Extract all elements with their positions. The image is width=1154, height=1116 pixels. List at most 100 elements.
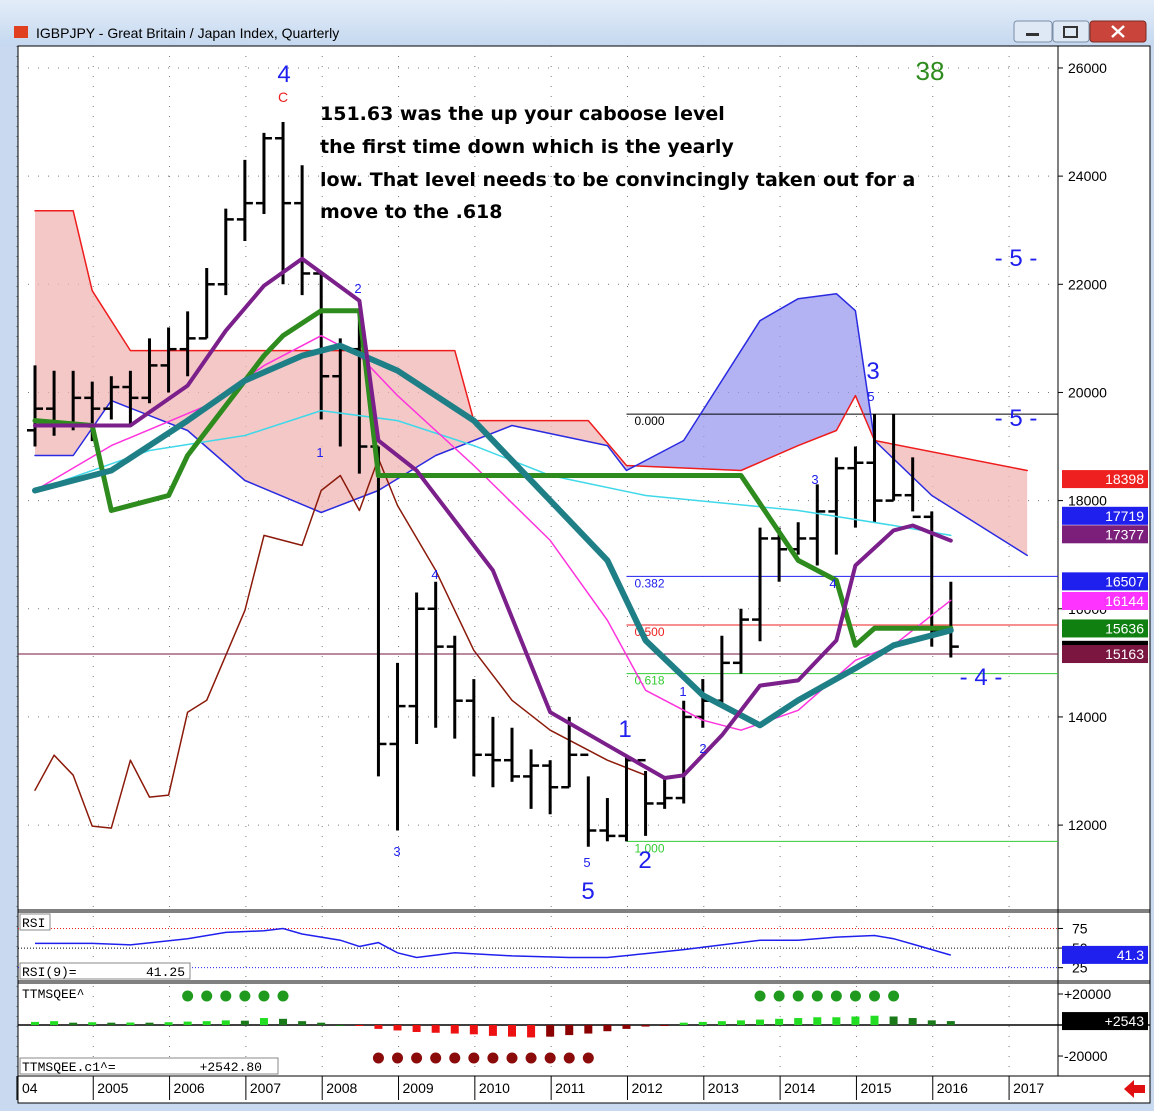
histogram-bar xyxy=(908,1018,917,1026)
squeeze-dot xyxy=(811,990,823,1002)
maximize-button[interactable] xyxy=(1052,20,1090,43)
label-box xyxy=(19,1057,279,1075)
squeeze-dot xyxy=(506,1052,518,1064)
squeeze-dot xyxy=(773,990,785,1002)
wave-label: - 4 - xyxy=(960,664,1003,691)
rsi-badge xyxy=(1062,945,1148,964)
wave-label: 1 xyxy=(679,684,686,699)
annotation-line: move to the .618 xyxy=(320,201,502,223)
wave-label: 3 xyxy=(393,844,400,859)
ohlc-bar xyxy=(637,758,654,836)
ohlc-bar xyxy=(408,592,425,744)
histogram-bar xyxy=(546,1025,555,1037)
histogram-bar xyxy=(717,1021,726,1026)
ohlc-bar xyxy=(389,662,406,831)
histogram-bar xyxy=(584,1025,593,1034)
ttm-badge-label: +2543 xyxy=(1105,1013,1145,1029)
squeeze-dot xyxy=(372,1052,384,1064)
x-tick-label: 2008 xyxy=(326,1080,357,1096)
ohlc-bar xyxy=(465,679,482,777)
histogram-bar xyxy=(50,1021,59,1026)
ohlc-bar xyxy=(752,527,769,642)
wave-label: 3 xyxy=(811,472,818,487)
squeeze-dot xyxy=(544,1052,556,1064)
price-badge-label: 18398 xyxy=(1105,471,1144,487)
x-tick-label: 2016 xyxy=(937,1080,968,1096)
x-tick-label: 2015 xyxy=(860,1080,891,1096)
close-icon xyxy=(1111,25,1125,38)
squeeze-dot xyxy=(258,990,270,1002)
price-badge xyxy=(1062,572,1148,591)
squeeze-dot xyxy=(830,990,842,1002)
wave-label: 5 xyxy=(867,389,874,404)
wave-label: 2 xyxy=(354,281,361,296)
histogram-bar xyxy=(240,1020,249,1026)
y-tick-label: 22000 xyxy=(1068,276,1107,292)
ohlc-bar xyxy=(122,370,139,425)
squeeze-dot xyxy=(754,990,766,1002)
ohlc-bar xyxy=(828,457,845,555)
cloud-fill xyxy=(35,210,1028,556)
wave-label: 5 xyxy=(583,855,590,870)
wave-label: 4 xyxy=(431,567,438,582)
y-tick-label: 12000 xyxy=(1068,817,1107,833)
squeeze-dot xyxy=(869,990,881,1002)
squeeze-dot xyxy=(849,990,861,1002)
scroll-arrow[interactable] xyxy=(1124,1080,1145,1098)
histogram-bar xyxy=(317,1022,326,1026)
ohlc-bar xyxy=(656,776,673,809)
title-bar xyxy=(0,0,1154,46)
ohlc-bar xyxy=(255,132,272,214)
histogram-bar xyxy=(259,1018,268,1026)
ttm-readout-label: TTMSQEE.c1^= xyxy=(22,1060,116,1075)
histogram-bar xyxy=(126,1022,135,1026)
histogram-bar xyxy=(69,1022,78,1026)
histogram-bar xyxy=(31,1021,39,1026)
ohlc-bar xyxy=(866,414,883,523)
wave-label: 1 xyxy=(316,445,323,460)
indicator-line xyxy=(33,256,953,780)
indicator-line xyxy=(32,308,954,648)
ohlc-bar xyxy=(294,165,311,296)
squeeze-dot xyxy=(487,1052,499,1064)
ohlc-bar xyxy=(904,457,921,519)
fib-label: 0.000 xyxy=(634,414,664,428)
ttm-label: TTMSQEE^ xyxy=(22,987,84,1002)
histogram-bar xyxy=(298,1021,307,1026)
wave-label: - 5 - xyxy=(995,405,1038,432)
fib-label: 0.618 xyxy=(634,674,664,688)
ohlc-bar xyxy=(427,581,444,728)
histogram-bar xyxy=(469,1025,478,1035)
price-badge xyxy=(1062,506,1148,525)
histogram-bar xyxy=(145,1022,154,1026)
histogram-bar xyxy=(736,1020,745,1026)
squeeze-dot xyxy=(277,990,289,1002)
ohlc-bar xyxy=(446,635,463,739)
ohlc-bar xyxy=(103,376,120,420)
minimize-button[interactable] xyxy=(1013,20,1053,43)
annotation: 151.63 was the up your caboose level the… xyxy=(320,103,915,223)
histogram-bar xyxy=(927,1020,936,1026)
histogram-bar xyxy=(660,1025,669,1027)
rsi-label: RSI xyxy=(22,916,45,931)
minimize-icon xyxy=(1026,33,1039,36)
maximize-icon xyxy=(1063,26,1078,38)
histogram-bar xyxy=(412,1025,421,1032)
histogram-bar xyxy=(508,1025,516,1037)
y-tick-label: +20000 xyxy=(1064,986,1111,1002)
rsi-readout: 41.25 xyxy=(146,965,185,980)
wave-label: C xyxy=(278,89,288,105)
wave-label: 3 xyxy=(866,358,879,385)
squeeze-dot xyxy=(430,1052,442,1064)
histogram-bar xyxy=(946,1021,955,1026)
ohlc-bar xyxy=(885,414,902,502)
histogram-bar xyxy=(889,1016,898,1026)
ohlc-bar xyxy=(275,122,292,285)
squeeze-dot xyxy=(411,1052,423,1064)
app-icon xyxy=(14,26,28,38)
histogram-bar xyxy=(851,1016,860,1026)
histogram-bar xyxy=(775,1018,784,1026)
wave-label: 5 xyxy=(581,878,594,905)
ohlc-bar xyxy=(847,446,864,528)
rsi-badge-label: 41.3 xyxy=(1117,947,1144,963)
